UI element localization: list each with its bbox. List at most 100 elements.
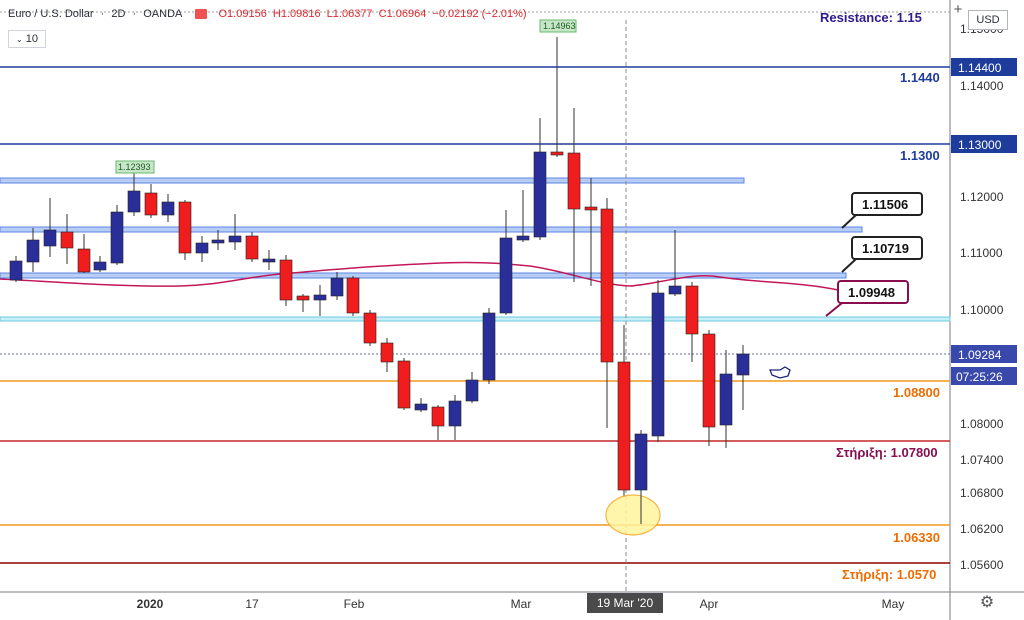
high-tag-box bbox=[539, 19, 577, 33]
level-label-1440: 1.1440 bbox=[900, 70, 940, 85]
candle-body bbox=[110, 211, 124, 264]
high-tag-text: 1.14963 bbox=[543, 21, 576, 31]
time-tick-label: Apr bbox=[700, 597, 719, 611]
candle-body bbox=[127, 190, 141, 213]
candle-body bbox=[567, 152, 581, 210]
open-value: O1.09156 bbox=[218, 8, 267, 20]
candle-body bbox=[584, 206, 598, 211]
candle-body bbox=[228, 235, 242, 243]
symbol-name: Euro / U.S. Dollar bbox=[8, 8, 94, 20]
callout-2-pointer bbox=[841, 258, 857, 273]
candle-body bbox=[516, 235, 530, 241]
price-tick-label: 1.06800 bbox=[960, 486, 1004, 500]
callout-3-pointer bbox=[825, 302, 843, 317]
change-value: −0.02192 (−2.01%) bbox=[432, 8, 527, 20]
candle-body bbox=[9, 260, 23, 281]
indicator-length-input[interactable]: ⌄ 10 bbox=[8, 30, 46, 48]
candle-body bbox=[296, 295, 310, 301]
candle-body bbox=[448, 400, 462, 427]
level-label-0633: 1.06330 bbox=[893, 530, 940, 545]
candle-body bbox=[482, 312, 496, 381]
support-label-2: Στήριξη: 1.0570 bbox=[842, 567, 937, 582]
price-tag-1300 bbox=[951, 135, 1017, 153]
callout-1-box bbox=[851, 192, 923, 216]
candle-body bbox=[26, 239, 40, 263]
support-label-1: Στήριξη: 1.07800 bbox=[836, 445, 938, 460]
callout-3-text: 1.09948 bbox=[848, 285, 895, 300]
candle-body bbox=[397, 360, 411, 409]
zone-band-2 bbox=[0, 226, 863, 233]
bar-icon bbox=[195, 9, 208, 20]
candle-body bbox=[211, 239, 225, 244]
settings-gear-icon[interactable]: ⚙ bbox=[979, 594, 995, 611]
add-icon[interactable]: + bbox=[953, 1, 963, 18]
candle-body bbox=[161, 201, 175, 216]
candle-body bbox=[93, 261, 107, 271]
crosshair-time-tag bbox=[587, 593, 663, 613]
price-tag-1440 bbox=[951, 58, 1017, 76]
countdown-text: 07:25:26 bbox=[956, 370, 1003, 384]
level-label-0880: 1.08800 bbox=[893, 385, 940, 400]
time-tick-label: Mar bbox=[511, 597, 532, 611]
low-value: L1.06377 bbox=[326, 8, 373, 20]
pointer-hand-icon bbox=[769, 366, 791, 379]
high-tag-box-2 bbox=[115, 160, 155, 174]
candle-body bbox=[195, 242, 209, 254]
zone-band-1 bbox=[0, 177, 745, 184]
callout-1-text: 1.11506 bbox=[862, 197, 908, 212]
price-tag-text: 1.14400 bbox=[958, 61, 1002, 75]
interval-label[interactable]: 2D bbox=[111, 8, 126, 20]
candle-body bbox=[330, 277, 344, 297]
high-tag-text-2: 1.12393 bbox=[118, 162, 151, 172]
candle-body bbox=[668, 285, 682, 295]
candle-body bbox=[533, 151, 547, 238]
candle-body bbox=[617, 361, 631, 491]
currency-button[interactable]: USD bbox=[968, 10, 1008, 30]
candle-body bbox=[279, 259, 293, 301]
price-tick-label: 1.10000 bbox=[960, 303, 1004, 317]
candle-body bbox=[600, 208, 614, 363]
candle-body bbox=[77, 248, 91, 273]
crosshair-time-text: 19 Mar '20 bbox=[597, 596, 654, 610]
price-tick-label: 1.07400 bbox=[960, 453, 1004, 467]
callout-2-box bbox=[851, 236, 923, 260]
price-tick-label: 1.06200 bbox=[960, 522, 1004, 536]
source-label: OANDA bbox=[143, 8, 183, 20]
level-label-1300: 1.1300 bbox=[900, 148, 940, 163]
chart-header: Euro / U.S. Dollar · 2D · OANDA O1.09156… bbox=[8, 8, 527, 20]
candle-body bbox=[245, 235, 259, 260]
candle-body bbox=[550, 151, 564, 156]
zone-band-4 bbox=[0, 316, 951, 322]
price-tag-last bbox=[951, 345, 1017, 363]
countdown-tag bbox=[951, 367, 1017, 385]
candle-body bbox=[465, 379, 479, 402]
price-tag-text: 1.13000 bbox=[958, 138, 1002, 152]
zone-band-3 bbox=[0, 272, 847, 279]
candle-body bbox=[60, 231, 74, 249]
plot-background bbox=[0, 0, 950, 592]
candle-body bbox=[43, 229, 57, 247]
callout-2-text: 1.10719 bbox=[862, 241, 909, 256]
callout-1-pointer bbox=[841, 214, 857, 229]
price-tick-label: 1.14000 bbox=[960, 79, 1004, 93]
candle-body bbox=[702, 333, 716, 428]
high-value: H1.09816 bbox=[272, 8, 321, 20]
time-tick-label: 17 bbox=[245, 597, 259, 611]
price-tick-label: 1.08000 bbox=[960, 417, 1004, 431]
candle-body bbox=[634, 433, 648, 491]
price-tag-text: 1.09284 bbox=[958, 348, 1002, 362]
candle-body bbox=[431, 406, 445, 427]
candle-body bbox=[719, 373, 733, 426]
highlight-ellipse bbox=[605, 494, 661, 536]
time-tick-label: 2020 bbox=[137, 597, 164, 611]
callout-3-box bbox=[837, 280, 909, 304]
candle-body bbox=[262, 258, 276, 263]
chevron-down-icon: ⌄ bbox=[15, 35, 23, 44]
close-value: C1.06964 bbox=[378, 8, 427, 20]
time-tick-label: May bbox=[882, 597, 905, 611]
price-tick-label: 1.05600 bbox=[960, 558, 1004, 572]
candle-body bbox=[178, 201, 192, 254]
candle-body bbox=[414, 403, 428, 411]
